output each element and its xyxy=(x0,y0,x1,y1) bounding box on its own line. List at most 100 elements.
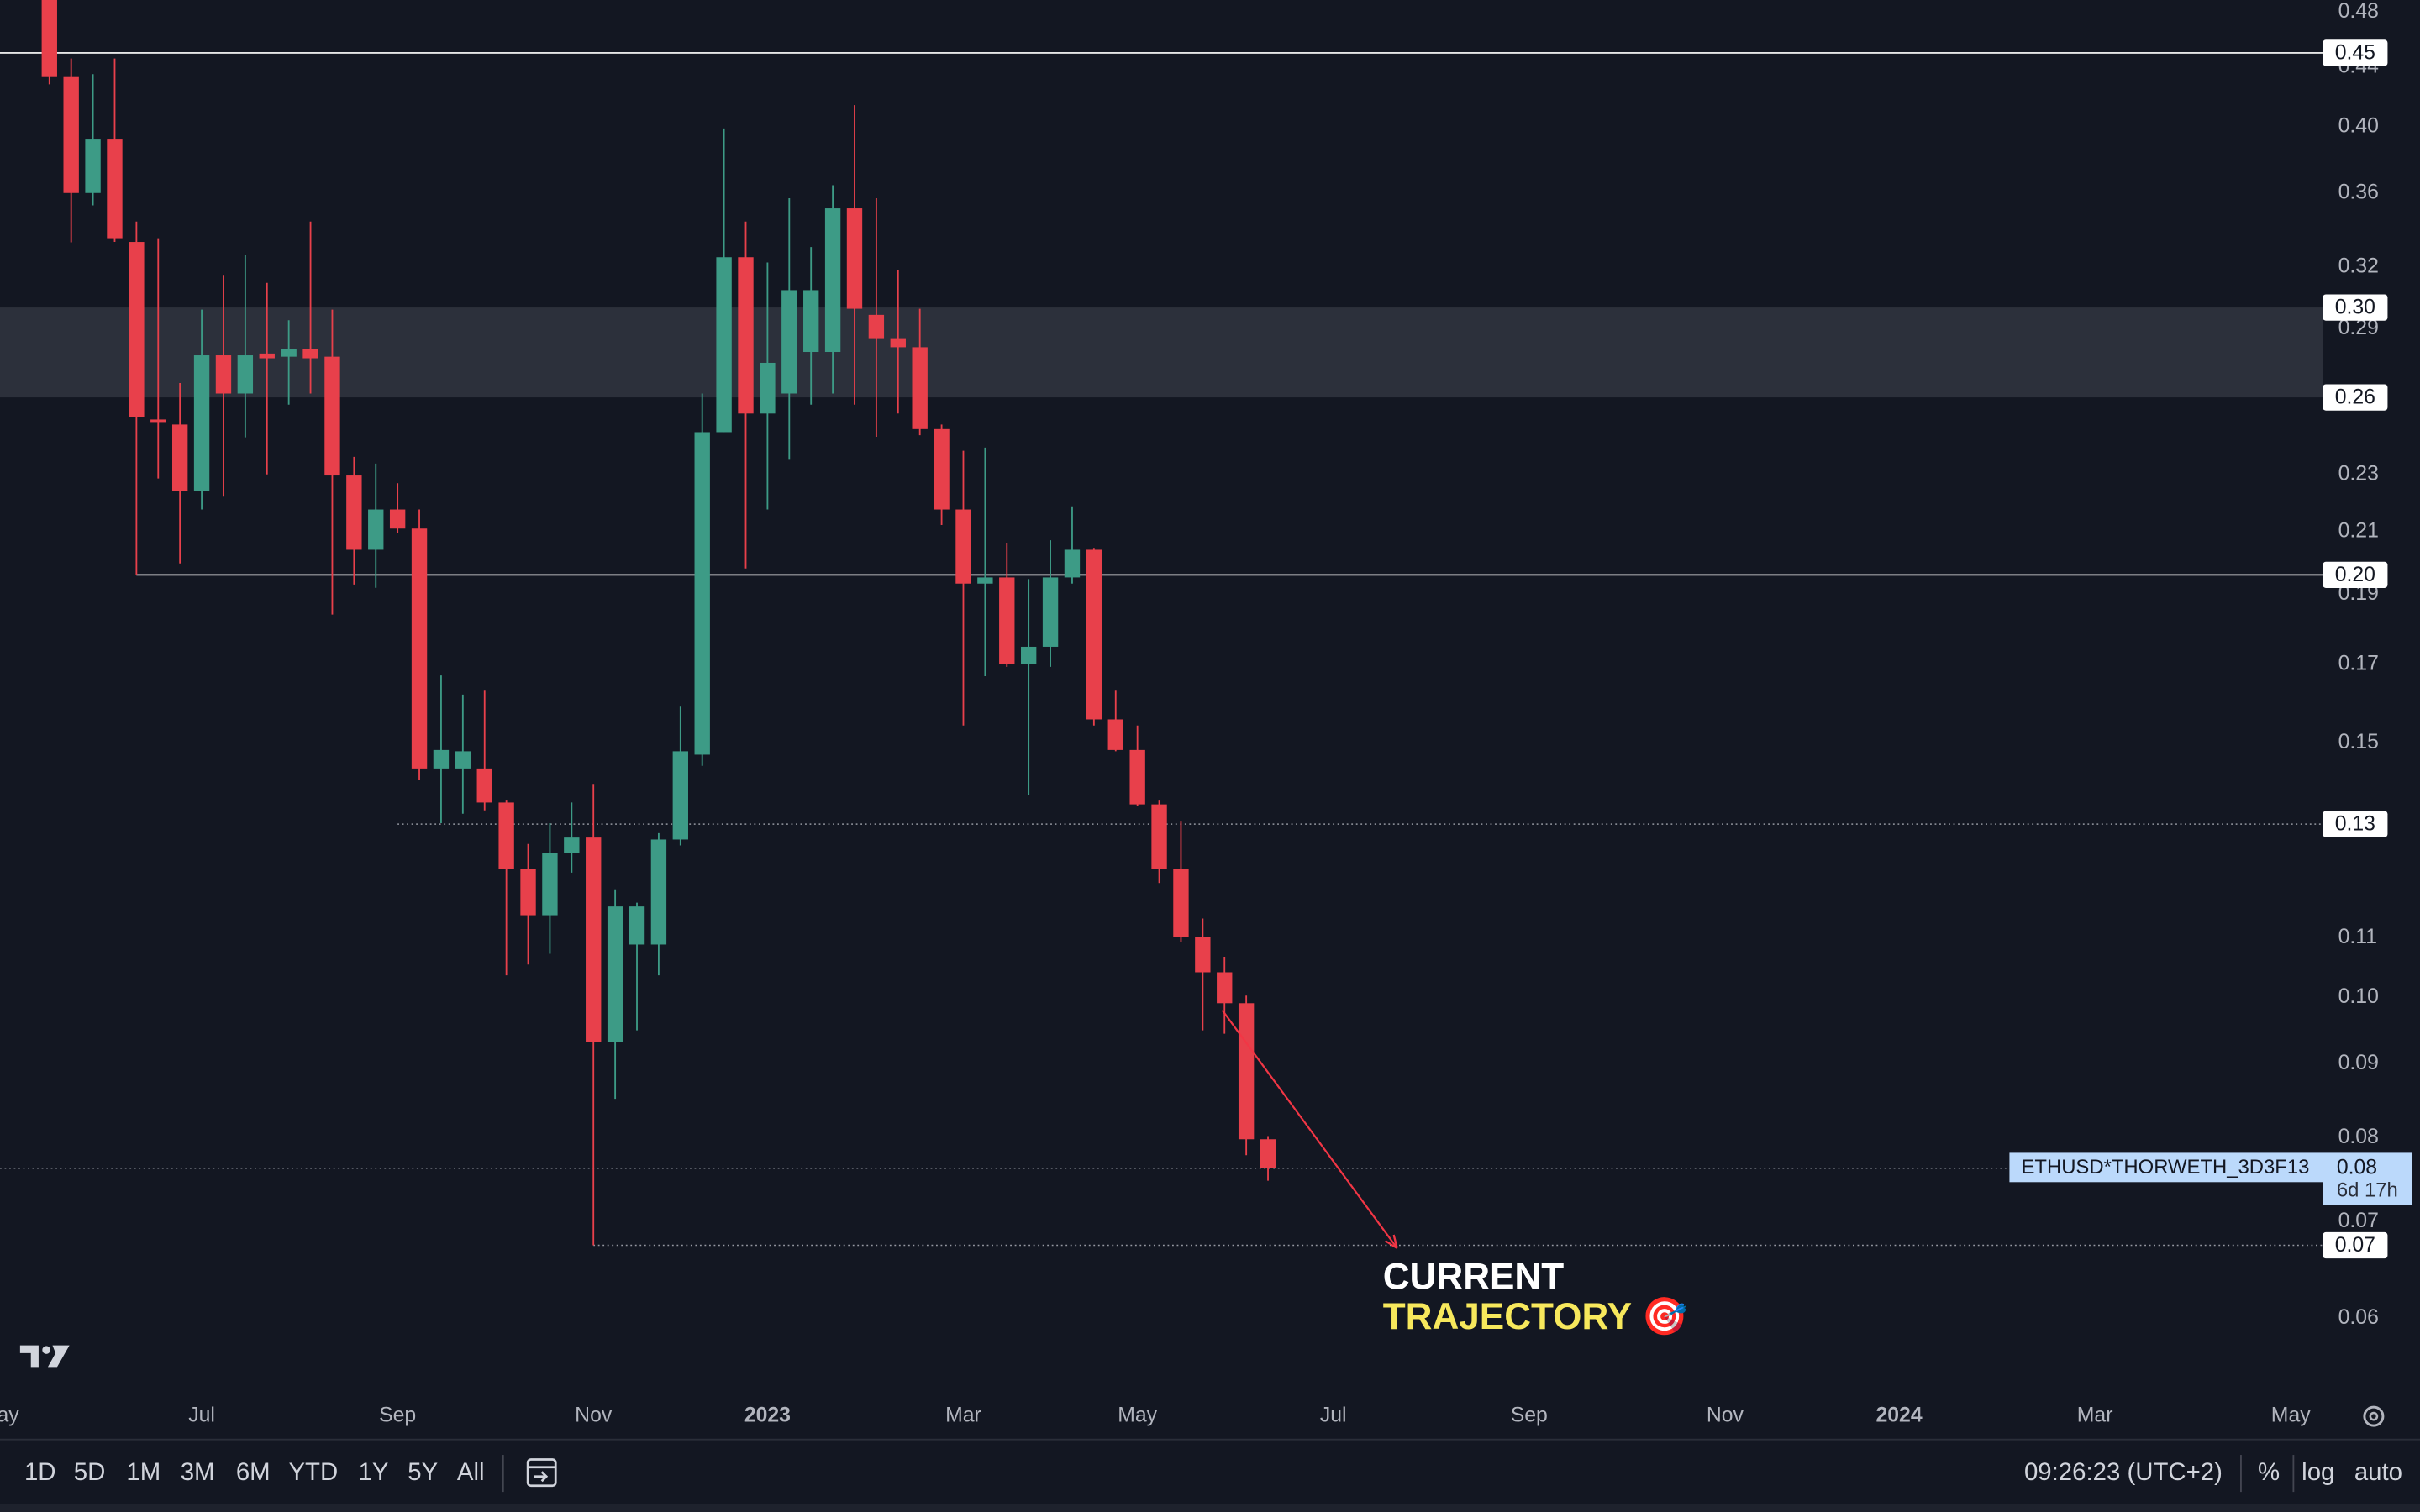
candle-body xyxy=(629,906,645,945)
y-tick-label: 0.11 xyxy=(2338,926,2377,948)
plot-area xyxy=(0,0,2323,1247)
y-tick-label: 0.07 xyxy=(2338,1210,2379,1232)
y-tick-label: 0.23 xyxy=(2338,462,2379,485)
candle-body xyxy=(171,424,188,491)
scale-option[interactable]: % xyxy=(2258,1458,2280,1486)
candle-body xyxy=(999,577,1015,664)
candle-body xyxy=(193,355,210,491)
range-button[interactable]: All xyxy=(457,1458,485,1486)
level-label-box xyxy=(2323,811,2388,837)
candle-body xyxy=(542,853,558,916)
x-tick-label: May xyxy=(1118,1404,1157,1427)
level-label: 0.30 xyxy=(2335,297,2375,319)
candle-body xyxy=(346,475,362,550)
x-tick-label: Sep xyxy=(1511,1404,1548,1427)
range-button[interactable]: 3M xyxy=(181,1458,215,1486)
candle-body xyxy=(150,419,166,423)
candle-body xyxy=(302,349,318,359)
x-tick-label: Jul xyxy=(1320,1404,1347,1427)
candle-body xyxy=(1107,719,1123,750)
range-button[interactable]: 6M xyxy=(236,1458,271,1486)
level-label: 0.26 xyxy=(2335,386,2375,409)
y-tick-label: 0.10 xyxy=(2338,985,2379,1008)
candle-body xyxy=(1129,749,1145,805)
candle-body xyxy=(107,139,123,239)
candle-body xyxy=(1086,549,1102,720)
level-label: 0.20 xyxy=(2335,564,2375,586)
y-tick-label: 0.48 xyxy=(2338,0,2379,23)
range-button[interactable]: 5D xyxy=(74,1458,106,1486)
candle-body xyxy=(498,802,514,869)
range-button[interactable]: 1M xyxy=(126,1458,160,1486)
candle-body xyxy=(281,349,297,357)
candle-body xyxy=(868,314,885,339)
level-label-box xyxy=(2323,561,2388,588)
x-tick-label: Nov xyxy=(575,1404,613,1427)
level-label: 0.45 xyxy=(2335,41,2375,64)
y-tick-label: 0.06 xyxy=(2338,1306,2379,1329)
candle-body xyxy=(324,356,340,476)
axes: 0.060.070.080.090.100.110.150.170.190.21… xyxy=(0,0,2412,1427)
x-tick-label: Jul xyxy=(188,1404,215,1427)
x-tick-label: Mar xyxy=(945,1404,981,1427)
scale-option[interactable]: auto xyxy=(2354,1458,2402,1486)
zone xyxy=(0,307,2323,398)
scale-option[interactable]: log xyxy=(2302,1458,2334,1486)
candle-body xyxy=(760,362,776,414)
toolbar: 1D 5D 1M 3M 6M YTD 1Y 5Y All% log auto xyxy=(24,1458,2402,1486)
bottom-strip xyxy=(0,1504,2420,1512)
y-tick-label: 0.40 xyxy=(2338,115,2379,138)
candle-body xyxy=(1260,1139,1276,1168)
candle-body xyxy=(955,509,971,584)
y-tick-label: 0.09 xyxy=(2338,1052,2379,1074)
level-label-box xyxy=(2323,294,2388,321)
x-tick-label: Mar xyxy=(2077,1404,2113,1427)
candle-body xyxy=(672,751,688,840)
range-button[interactable]: 1D xyxy=(24,1458,56,1486)
candle-body xyxy=(237,355,254,394)
y-tick-label: 0.32 xyxy=(2338,255,2379,277)
y-tick-label: 0.17 xyxy=(2338,652,2379,675)
candle-body xyxy=(1195,937,1211,973)
candle-body xyxy=(215,355,232,394)
level-label-box xyxy=(2323,1231,2388,1259)
candle-body xyxy=(1020,646,1037,664)
y-tick-label: 0.21 xyxy=(2338,519,2379,542)
settings-gear[interactable] xyxy=(2363,1405,2385,1427)
candle-body xyxy=(368,509,384,550)
range-button[interactable]: 5Y xyxy=(408,1458,438,1486)
candle-body xyxy=(564,837,580,853)
candle-body xyxy=(455,751,471,769)
countdown: 6d 17h xyxy=(2337,1179,2398,1202)
x-tick-label: Nov xyxy=(1707,1404,1744,1427)
candle-body xyxy=(694,432,710,755)
candle-body xyxy=(607,906,623,1042)
range-button[interactable]: 1Y xyxy=(359,1458,389,1486)
x-tick-label: May xyxy=(0,1404,19,1427)
x-tick-label: May xyxy=(2271,1404,2311,1427)
clock: 09:26:23 (UTC+2) xyxy=(2024,1458,2223,1486)
candle-body xyxy=(824,208,841,353)
candle-body xyxy=(476,768,492,803)
candle-body xyxy=(1151,804,1167,869)
candle-body xyxy=(738,257,754,414)
candle-body xyxy=(41,0,57,77)
candle-body xyxy=(411,528,428,769)
calendar-button[interactable] xyxy=(526,1458,557,1488)
candle-body xyxy=(1238,1003,1255,1140)
candle-body xyxy=(520,869,536,916)
x-tick-label: Sep xyxy=(379,1404,416,1427)
logo xyxy=(19,1345,70,1368)
level-label-box xyxy=(2323,384,2388,411)
candle-body xyxy=(846,208,863,309)
level-label-box xyxy=(2323,39,2388,66)
range-button[interactable]: YTD xyxy=(288,1458,338,1486)
candle-body xyxy=(586,837,602,1042)
level-label: 0.13 xyxy=(2335,813,2375,836)
candle-body xyxy=(716,257,732,433)
candle-body xyxy=(803,290,819,353)
candle-body xyxy=(890,338,906,348)
candle-body xyxy=(1217,972,1233,1004)
